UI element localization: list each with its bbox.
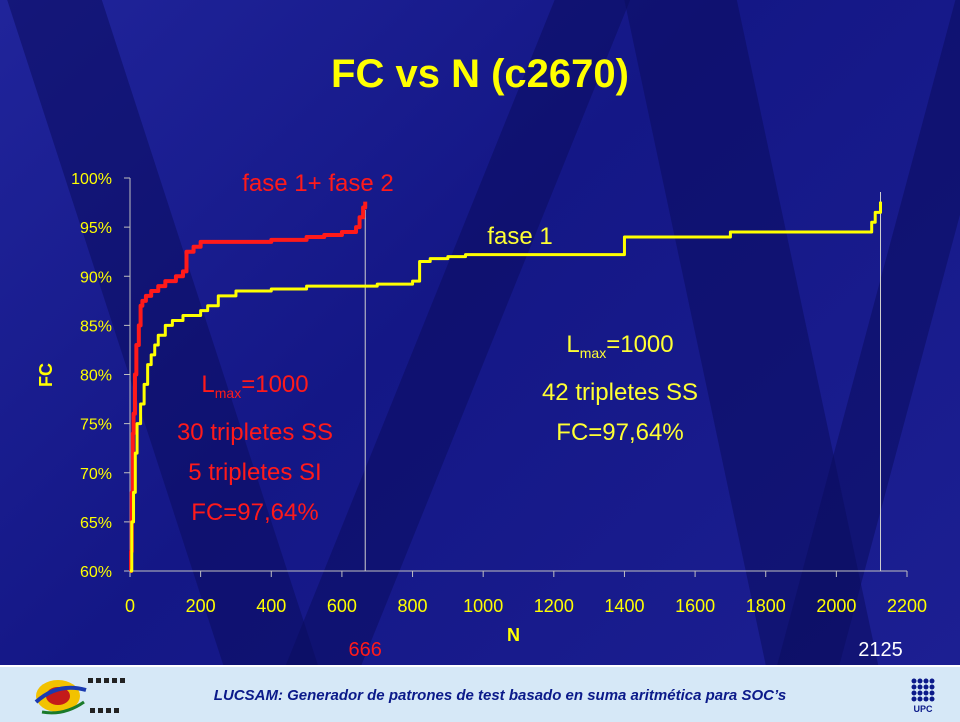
annotation-right: Lmax=1000 42 tripletes SS FC=97,64%	[490, 325, 750, 453]
annotation-right-line2: 42 tripletes SS	[541, 378, 699, 406]
lmax-sub: max	[214, 384, 242, 401]
x-tick-label: 200	[186, 596, 216, 616]
series-line-fase1	[130, 201, 883, 573]
annotation-left-line2: 30 tripletes SS	[176, 418, 334, 446]
x-tick-label: 400	[256, 596, 286, 616]
x-tick-label: 1200	[534, 596, 574, 616]
annotation-left: Lmax=1000 30 tripletes SS 5 tripletes SI…	[130, 365, 380, 533]
marker-label-666: 666	[349, 639, 382, 661]
y-tick-label: 70%	[80, 466, 112, 483]
annotation-left-lmax: Lmax=1000	[130, 365, 380, 413]
y-tick-label: 60%	[80, 564, 112, 581]
y-tick-label: 85%	[80, 318, 112, 335]
footer-text: LUCSAM: Generador de patrones de test ba…	[213, 687, 787, 704]
series-line-fase1-fase2	[129, 201, 368, 573]
lmax-prefix: L	[566, 331, 580, 358]
lmax-prefix: L	[201, 371, 215, 398]
y-tick-label: 80%	[80, 368, 112, 385]
series-label-fase1-fase2: fase 1+ fase 2	[242, 170, 393, 197]
lmax-value: =1000	[606, 331, 674, 358]
y-tick-label: 90%	[80, 269, 112, 286]
upc-logo-text: UPC	[913, 704, 933, 714]
upc-logo: UPC	[911, 678, 935, 714]
y-tick-label: 75%	[80, 417, 112, 434]
slide: FC vs N (c2670) 60% 65% 70% 75% 80% 85% 90% 95%…	[0, 0, 960, 665]
lmax-sub: max	[579, 344, 607, 361]
x-tick-label: 1400	[604, 596, 644, 616]
x-tick-label: 800	[398, 596, 428, 616]
x-tick-label: 1000	[463, 596, 503, 616]
y-axis-label: FC	[36, 363, 56, 387]
footer-bar: LUCSAM: Generador de patrones de test ba…	[0, 665, 960, 722]
marker-label-2125: 2125	[858, 639, 903, 661]
lmax-value: =1000	[241, 371, 309, 398]
y-tick-label: 95%	[80, 220, 112, 237]
annotation-left-line3: 5 tripletes SI	[188, 458, 322, 486]
annotation-right-line3: FC=97,64%	[556, 418, 684, 446]
annotation-left-line4: FC=97,64%	[191, 498, 319, 526]
slide-title: FC vs N (c2670)	[331, 52, 629, 96]
lucsam-logo	[34, 678, 125, 715]
annotation-right-lmax: Lmax=1000	[490, 325, 750, 373]
x-axis-label: N	[507, 625, 520, 645]
x-tick-label: 0	[125, 596, 135, 616]
y-tick-label: 65%	[80, 515, 112, 532]
y-tick-label: 100%	[71, 171, 112, 188]
x-tick-label: 1600	[675, 596, 715, 616]
series-label-fase1: fase 1	[487, 223, 552, 250]
fc-vs-n-chart: 60% 65% 70% 75% 80% 85% 90% 95% 100% 0 200 400 600 80…	[36, 170, 927, 661]
x-tick-label: 2200	[887, 596, 927, 616]
x-tick-label: 1800	[746, 596, 786, 616]
x-tick-label: 2000	[816, 596, 856, 616]
x-tick-label: 600	[327, 596, 357, 616]
